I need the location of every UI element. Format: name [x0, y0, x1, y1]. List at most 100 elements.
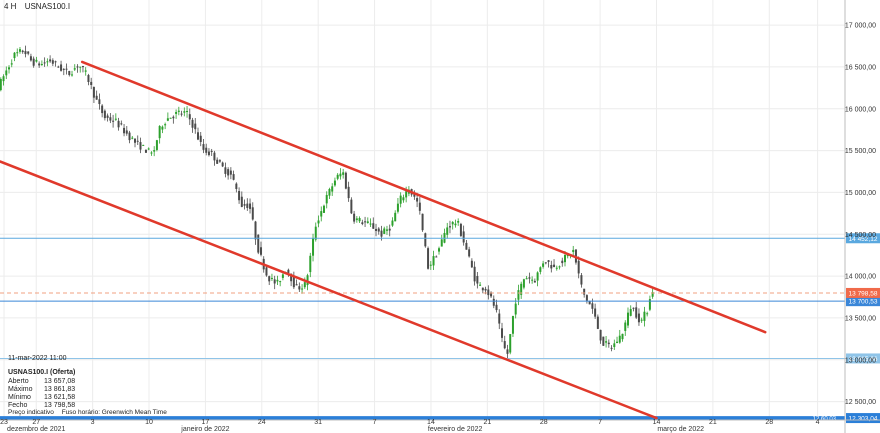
candle-body	[320, 211, 323, 217]
grid-lines	[0, 0, 845, 420]
candle-body	[257, 234, 260, 253]
candle-body	[101, 105, 104, 114]
candle-body	[462, 231, 465, 243]
candle-body	[65, 68, 68, 70]
candle-body	[542, 263, 545, 267]
candle-body	[117, 120, 120, 128]
candle-body	[2, 76, 5, 82]
candle-body	[229, 170, 232, 175]
level-label-bg	[846, 296, 880, 307]
info-row-close: Fecho 13 798,58	[8, 402, 75, 410]
candle-body	[301, 288, 304, 290]
symbol-label[interactable]: USNAS100.I	[24, 2, 71, 11]
candle-body	[13, 52, 16, 59]
candle-body	[150, 152, 153, 154]
candle-body	[350, 199, 353, 214]
candle-body	[492, 298, 495, 306]
candle-body	[394, 212, 397, 222]
candle-body	[188, 114, 191, 120]
candle-body	[207, 151, 210, 156]
candle-body	[490, 292, 493, 297]
candle-body	[298, 286, 301, 290]
candle-body	[128, 132, 131, 141]
candle-body	[246, 203, 249, 208]
price-tick-label: 15 500,00	[845, 148, 876, 155]
candle-body	[103, 110, 106, 119]
candle-body	[281, 274, 284, 278]
footer-indicative: Preço indicativo	[8, 409, 54, 416]
candle-body	[610, 347, 613, 349]
candle-body	[147, 148, 150, 150]
candle-body	[399, 195, 402, 204]
candle-body	[577, 260, 580, 274]
date-tick-label: 4	[816, 419, 820, 426]
candle-body	[380, 230, 383, 237]
candle-body	[57, 66, 60, 68]
candle-body	[199, 135, 202, 142]
candle-body	[87, 75, 90, 82]
info-row-open: Aberto 13 657,08	[8, 378, 75, 386]
candle-body	[106, 115, 109, 118]
candle-body	[166, 118, 169, 121]
candle-body	[95, 95, 98, 100]
price-tick-label: 16 000,00	[845, 106, 876, 113]
candle-body	[213, 152, 216, 161]
date-tick-label: 21	[709, 419, 717, 426]
candle-body	[18, 49, 21, 52]
candle-body	[547, 260, 550, 262]
candle-body	[413, 193, 416, 197]
candle-body	[355, 218, 358, 221]
candle-body	[561, 260, 564, 264]
candle-body	[525, 278, 528, 280]
footer-timezone: Fuso horário: Greenwich Mean Time	[61, 409, 167, 416]
date-tick-label: 7	[598, 419, 602, 426]
date-tick-label: 10	[145, 419, 153, 426]
level-label-bg	[846, 287, 880, 298]
candle-body	[369, 223, 372, 225]
date-tick-label: 17	[202, 419, 210, 426]
candle-body	[112, 120, 115, 122]
candle-body	[405, 191, 408, 198]
candle-body	[276, 279, 279, 282]
candle-body	[292, 276, 295, 288]
candle-body	[125, 130, 128, 134]
candle-body	[216, 159, 219, 164]
candle-body	[43, 62, 46, 64]
candle-body	[626, 312, 629, 326]
candle-body	[377, 228, 380, 232]
level-label: 12 303,04	[849, 416, 878, 423]
candle-body	[309, 255, 312, 273]
candle-body	[155, 140, 158, 150]
candle-body	[35, 59, 38, 62]
price-tick-label: 15 000,00	[845, 190, 876, 197]
timeframe-label[interactable]: 4 H	[4, 2, 17, 11]
candle-body	[501, 328, 504, 338]
candle-body	[8, 67, 11, 70]
candle-body	[134, 138, 137, 143]
candle-body	[328, 189, 331, 196]
candle-body	[583, 288, 586, 295]
date-tick-label: 3	[91, 419, 95, 426]
candle-body	[427, 248, 430, 269]
info-label: Fecho	[8, 402, 28, 409]
candle-body	[470, 260, 473, 268]
info-label: Máximo	[8, 386, 33, 393]
candle-body	[131, 137, 134, 139]
candle-body	[254, 221, 257, 240]
price-tick-label: 13 000,00	[845, 357, 876, 364]
candle-body	[432, 256, 435, 266]
level-label-bg	[846, 413, 880, 424]
candle-body	[473, 266, 476, 282]
candle-body	[459, 223, 462, 236]
candle-body	[651, 292, 654, 297]
candle-body	[643, 311, 646, 321]
price-tick-label: 13 500,00	[845, 315, 876, 322]
candle-body	[71, 74, 74, 76]
candle-body	[144, 149, 147, 153]
candle-body	[27, 51, 30, 54]
candle-body	[621, 333, 624, 340]
candle-body	[136, 140, 139, 142]
candle-body	[539, 267, 542, 272]
level-label: 14 452,12	[849, 236, 878, 243]
